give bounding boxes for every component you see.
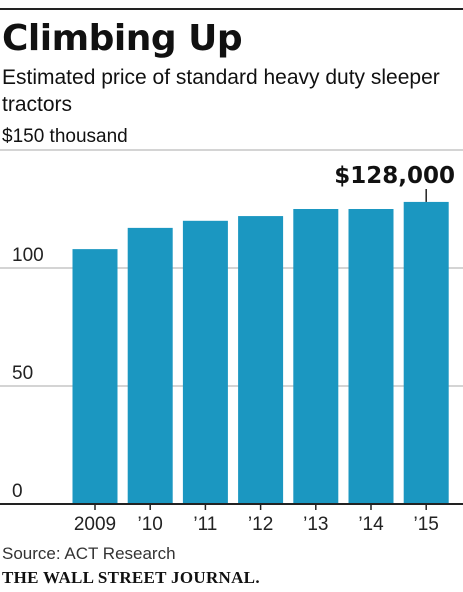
chart-title: Climbing Up bbox=[2, 18, 243, 59]
bar bbox=[127, 227, 173, 504]
bar bbox=[238, 216, 284, 504]
x-tick-label: ’11 bbox=[193, 514, 217, 535]
publisher-logo: THE WALL STREET JOURNAL. bbox=[2, 568, 260, 587]
y-axis-unit-label: $150 thousand bbox=[2, 126, 128, 147]
y-tick-label: 0 bbox=[12, 481, 23, 502]
bar bbox=[293, 209, 339, 504]
x-tick-label: 2009 bbox=[74, 514, 116, 535]
x-tick-label: ’12 bbox=[248, 514, 273, 535]
x-tick-label: ’14 bbox=[358, 514, 384, 535]
bar bbox=[403, 201, 449, 505]
top-rule bbox=[0, 8, 463, 10]
source-note: Source: ACT Research bbox=[2, 544, 176, 563]
bar bbox=[348, 209, 394, 504]
y-tick-label: 50 bbox=[12, 363, 33, 384]
x-tick-label: ’13 bbox=[303, 514, 328, 535]
annotation-label: $128,000 bbox=[334, 163, 455, 189]
x-tick-label: ’10 bbox=[138, 514, 163, 535]
bar-chart: 0 50 100 2009 ’10 ’11 ’12 ’13 ’14 ’15 $128,000 bbox=[0, 149, 463, 535]
bar bbox=[182, 220, 228, 505]
y-tick-label: 100 bbox=[12, 245, 44, 266]
chart-subtitle: Estimated price of standard heavy duty s… bbox=[2, 66, 440, 116]
x-tick-label: ’15 bbox=[414, 514, 439, 535]
bar bbox=[72, 249, 118, 504]
